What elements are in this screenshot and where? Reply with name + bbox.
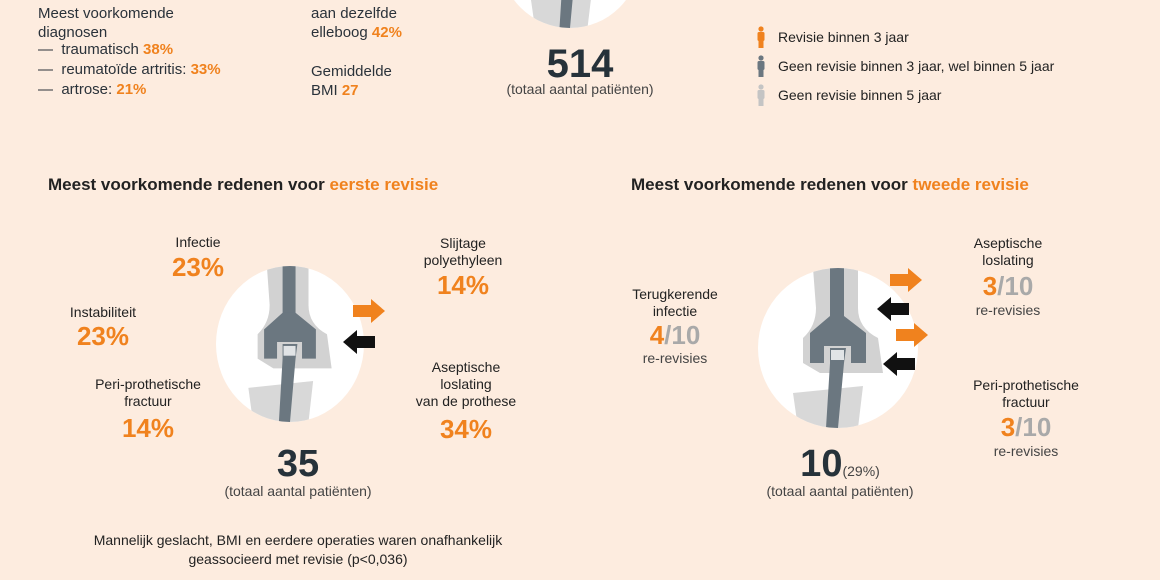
first-revision-heading: Meest voorkomende redenen voor eerste re… — [48, 175, 439, 194]
knee-illustration-second — [758, 268, 918, 428]
second-total-label: (totaal aantal patiënten) — [766, 483, 914, 499]
elbow-stat: aan dezelfde — [311, 5, 397, 22]
reason-unit: re-revisies — [642, 350, 708, 366]
legend-item: Geen revisie binnen 5 jaar — [778, 87, 942, 103]
reason-value: 14% — [436, 270, 490, 300]
reason-value: 4/10 — [649, 320, 701, 350]
reason-label: Instabiliteit — [69, 304, 137, 320]
bmi-stat: Gemiddelde — [311, 63, 392, 80]
diagnoses-title: diagnosen — [38, 24, 108, 41]
reason-label: Infectie — [175, 234, 221, 250]
arrow-out-icon — [353, 299, 385, 323]
second-revision-heading: Meest voorkomende redenen voor tweede re… — [631, 175, 1029, 194]
reason-value: 3/10 — [982, 271, 1034, 301]
arrow-in-icon — [343, 330, 375, 354]
reason-unit: re-revisies — [975, 302, 1041, 318]
reason-unit: re-revisies — [993, 443, 1059, 459]
knee-illustration-first — [216, 266, 364, 422]
arrow-in-icon — [877, 297, 909, 321]
second-total: 10(29%) — [800, 443, 880, 485]
footnote: Mannelijk geslacht, BMI en eerdere opera… — [93, 532, 503, 567]
legend-item: Revisie binnen 3 jaar — [778, 29, 909, 45]
elbow-stat: elleboog 42% — [311, 24, 402, 41]
reason-label: Aseptische loslating — [973, 235, 1043, 268]
bmi-stat: BMI 27 — [311, 82, 359, 99]
reason-value: 14% — [121, 413, 175, 443]
reason-value: 23% — [171, 252, 225, 282]
total-patients-label: (totaal aantal patiënten) — [506, 81, 654, 97]
reason-value: 34% — [439, 414, 493, 444]
reason-value: 3/10 — [1000, 412, 1052, 442]
reason-label: Peri-prothetische fractuur — [973, 377, 1079, 410]
legend-item: Geen revisie binnen 3 jaar, wel binnen 5… — [778, 58, 1055, 74]
reason-label: Aseptische loslating van de prothese — [415, 359, 517, 409]
knee-illustration-top — [500, 0, 640, 28]
diagnosis-item: — reumatoïde artritis: 33% — [38, 61, 221, 78]
reason-label: Slijtage polyethyleen — [423, 235, 503, 268]
person-lightgray-icon — [757, 84, 765, 106]
person-darkgray-icon — [757, 55, 765, 77]
arrow-out-icon — [896, 323, 928, 347]
diagnoses-title: Meest voorkomende — [38, 5, 174, 22]
arrow-out-icon — [890, 268, 922, 292]
first-total: 35 — [276, 443, 320, 485]
first-total-label: (totaal aantal patiënten) — [224, 483, 372, 499]
reason-label: Peri-prothetische fractuur — [95, 376, 201, 409]
diagnosis-item: — artrose: 21% — [38, 81, 147, 98]
arrow-in-icon — [883, 352, 915, 376]
person-orange-icon — [757, 26, 765, 48]
diagnosis-item: — traumatisch 38% — [38, 41, 174, 58]
reason-label: Terugkerende infectie — [632, 286, 718, 319]
reason-value: 23% — [76, 321, 130, 351]
total-patients: 514 — [546, 42, 614, 86]
